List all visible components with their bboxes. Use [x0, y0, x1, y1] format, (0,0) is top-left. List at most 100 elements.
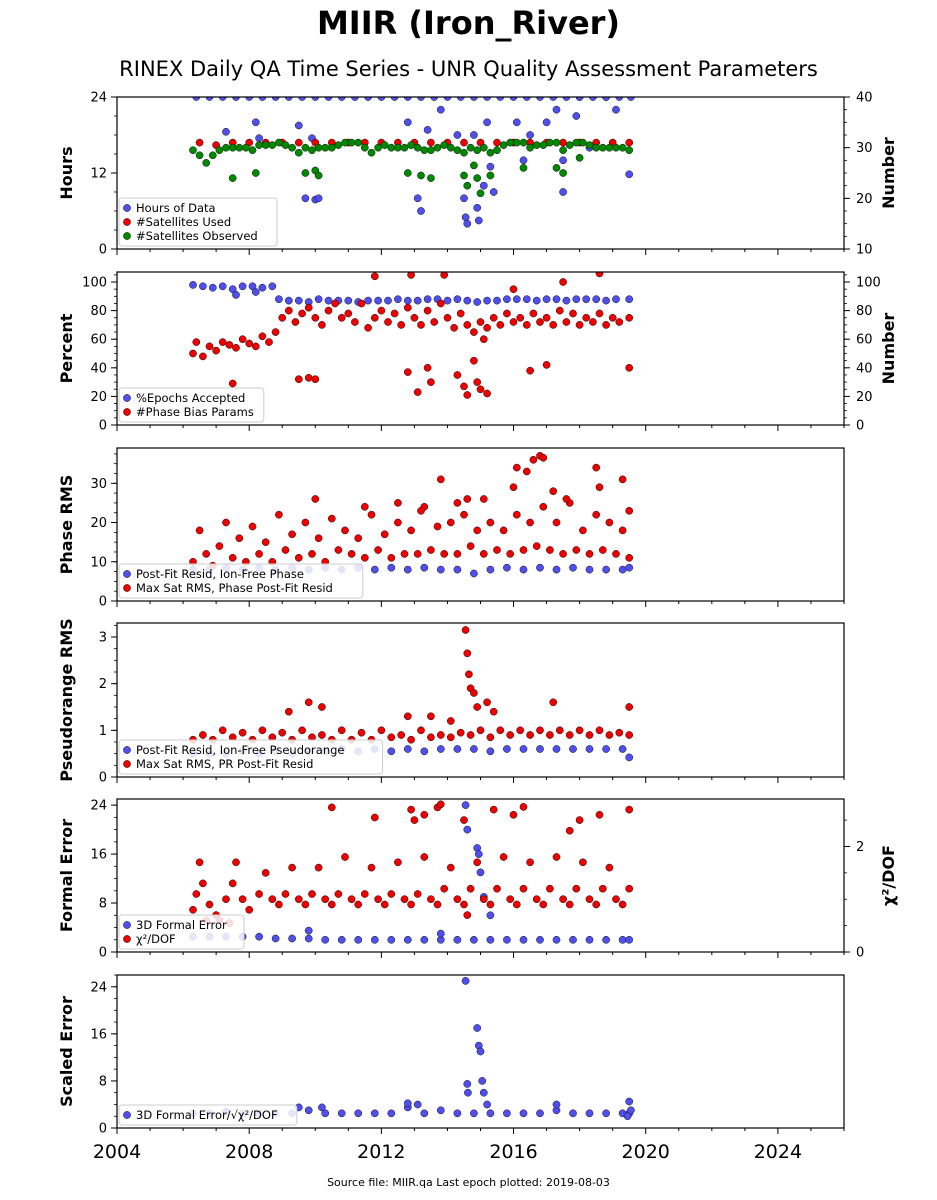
data-point [308, 550, 316, 558]
data-point [460, 148, 468, 157]
legend-entry: Max Sat RMS, PR Post-Fit Resid [136, 757, 313, 771]
data-point [555, 726, 564, 735]
data-point [623, 1112, 632, 1121]
data-point [509, 483, 518, 492]
data-point [255, 141, 263, 149]
y-tick-label: 100 [82, 276, 107, 291]
data-point [463, 1080, 472, 1088]
data-point [284, 707, 293, 716]
x-tick-label: 2024 [754, 1141, 802, 1163]
y-tick-label: 20 [90, 390, 107, 405]
data-point [347, 138, 356, 147]
data-point [255, 890, 263, 898]
data-point [407, 526, 415, 535]
data-point [503, 935, 511, 944]
data-point [450, 323, 458, 332]
data-point [427, 146, 435, 155]
data-point [474, 850, 483, 858]
data-point [331, 299, 339, 308]
data-point [436, 745, 445, 753]
data-point [453, 295, 462, 304]
data-point [436, 475, 445, 484]
data-point [612, 550, 620, 558]
data-point [433, 143, 442, 152]
data-point [394, 143, 402, 152]
data-point [314, 295, 323, 304]
data-point [602, 565, 610, 574]
y-tick-label: 2 [99, 677, 107, 692]
data-point [403, 118, 412, 127]
data-point [569, 563, 577, 572]
data-point [337, 1109, 346, 1118]
data-point [618, 565, 627, 574]
data-point [486, 935, 495, 944]
data-point [460, 194, 468, 203]
data-point [536, 1109, 544, 1118]
legend-box [118, 1104, 298, 1126]
data-point [199, 352, 207, 361]
series-points [189, 977, 635, 1121]
data-point [489, 188, 498, 196]
chart-title: MIIR (Iron_River) [316, 4, 621, 42]
data-point [546, 546, 554, 554]
data-point [470, 1109, 478, 1118]
data-point [251, 118, 260, 127]
data-point [486, 518, 495, 527]
data-point [238, 895, 247, 904]
data-point [476, 726, 485, 735]
data-point [255, 134, 263, 143]
data-point [288, 143, 296, 152]
data-point [615, 318, 624, 326]
data-point [509, 318, 518, 326]
data-point [440, 884, 449, 893]
data-point [595, 726, 604, 735]
data-point [479, 335, 488, 344]
data-point [473, 703, 482, 711]
data-point [499, 853, 508, 861]
data-point [357, 299, 366, 308]
data-point [413, 890, 422, 898]
data-point [453, 895, 462, 904]
data-point [370, 565, 379, 574]
data-point [327, 514, 336, 523]
data-point [298, 309, 306, 318]
data-point [470, 569, 478, 578]
data-point [400, 143, 409, 152]
data-point [466, 542, 475, 550]
data-point [486, 171, 495, 180]
data-point [612, 895, 620, 904]
legend-marker [123, 394, 131, 402]
data-point [354, 900, 363, 909]
data-point [499, 141, 508, 149]
data-point [503, 745, 511, 753]
data-point [476, 385, 485, 394]
data-point [271, 934, 280, 943]
data-point [407, 141, 415, 149]
data-point [572, 546, 581, 554]
data-point [493, 546, 501, 554]
data-point [268, 141, 277, 149]
legend-entry: Max Sat RMS, Phase Post-Fit Resid [136, 581, 333, 595]
y-tick-label: 80 [90, 304, 107, 319]
data-point [605, 143, 614, 152]
data-point [522, 321, 531, 329]
data-point [390, 309, 399, 318]
data-point [479, 895, 488, 904]
data-point [536, 563, 544, 572]
legend-box [118, 739, 384, 775]
y-tick-label: 8 [99, 897, 107, 912]
data-point [440, 272, 449, 279]
data-point [598, 884, 607, 893]
data-point [546, 731, 554, 739]
y-tick-label: 0 [99, 771, 107, 786]
panel-4: 0 1 2 3 Pseudorange RMS Post-Fit Resid, Ion-F… [57, 618, 845, 786]
data-point [476, 868, 485, 877]
data-point [407, 272, 415, 279]
panel-6: 2004 2008 2012 2016 2020 2024 0 8 16 24 Scaled Err… [57, 974, 845, 1163]
legend-entry: Post-Fit Resid, Ion-Free Pseudorange [136, 743, 344, 757]
data-point [387, 563, 396, 572]
data-point [519, 164, 528, 172]
data-point [222, 143, 230, 152]
data-point [394, 499, 402, 507]
y-axis-label: Hours [57, 146, 76, 199]
